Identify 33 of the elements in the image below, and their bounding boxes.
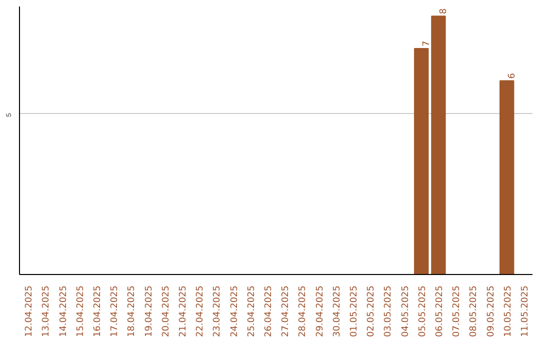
x-tick-label: 16.04.2025	[92, 286, 103, 338]
x-tick-label: 18.04.2025	[127, 286, 138, 338]
x-tick-label: 23.04.2025	[212, 286, 223, 338]
x-tick-label: 01.05.2025	[349, 286, 360, 338]
x-tick-label: 22.04.2025	[196, 286, 206, 338]
x-tick-label: 13.04.2025	[42, 286, 52, 338]
x-tick-label: 11.05.2025	[520, 286, 530, 338]
x-tick-label: 20.04.2025	[161, 286, 172, 338]
x-tick-label: 19.04.2025	[144, 286, 154, 338]
x-tick-label: 10.05.2025	[503, 286, 514, 338]
x-tick-label: 05.05.2025	[418, 286, 428, 338]
x-tick-label: 21.04.2025	[178, 286, 188, 338]
x-tick-label: 04.05.2025	[400, 286, 411, 338]
x-tick-label: 02.05.2025	[366, 286, 377, 338]
x-tick-label: 26.04.2025	[264, 286, 274, 338]
data-label: 6	[507, 72, 518, 79]
x-tick-label: 29.04.2025	[315, 286, 326, 338]
data-label: 8	[438, 8, 449, 14]
x-tick-label: 25.04.2025	[246, 286, 257, 338]
x-tick-label: 27.04.2025	[281, 286, 292, 338]
data-label: 7	[422, 40, 432, 46]
x-tick-label: 07.05.2025	[452, 286, 462, 338]
x-tick-label: 12.04.2025	[24, 286, 35, 338]
x-tick-label: 30.04.2025	[332, 286, 342, 338]
x-tick-label: 17.04.2025	[110, 286, 120, 338]
x-tick-label: 08.05.2025	[469, 286, 480, 338]
x-tick-label: 28.04.2025	[298, 286, 308, 338]
x-tick-label: 09.05.2025	[486, 286, 496, 338]
x-tick-label: 24.04.2025	[230, 286, 240, 338]
x-tick-label: 06.05.2025	[434, 286, 445, 338]
x-tick-label: 03.05.2025	[384, 286, 394, 338]
x-tick-label: 14.04.2025	[58, 286, 69, 338]
x-tick-label: 15.04.2025	[76, 286, 86, 338]
